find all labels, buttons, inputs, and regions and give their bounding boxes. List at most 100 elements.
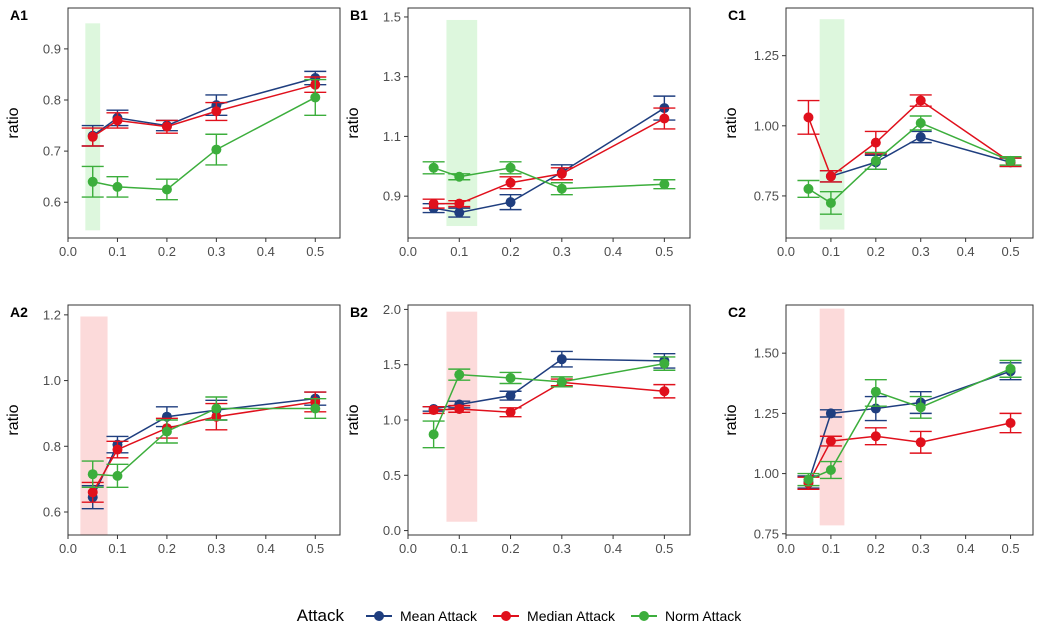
data-point-norm-b2: [659, 358, 670, 369]
data-point-mean-b2: [505, 390, 516, 401]
legend-key-median: [491, 609, 521, 623]
data-point-median-c1: [915, 95, 926, 106]
x-tick-label-c1: 0.0: [777, 244, 795, 259]
x-tick-label-b1: 0.0: [399, 244, 417, 259]
x-tick-label-c1: 0.2: [867, 244, 885, 259]
series-norm-a2: [81, 396, 327, 489]
x-tick-label-c2: 0.4: [957, 541, 975, 556]
y-tick-label-a1: 0.7: [43, 144, 61, 159]
y-tick-label-c1: 1.00: [754, 118, 779, 133]
x-tick-label-b1: 0.3: [553, 244, 571, 259]
data-point-norm-c1: [803, 183, 814, 194]
y-axis-label-a2: ratio: [5, 404, 22, 435]
y-tick-label-a2: 0.6: [43, 505, 61, 520]
panel-b1: B1 0.9 1.1 1.3 1.5 0.0 0.1 0.2 0.3 0.4 0.5 ratio: [345, 7, 691, 259]
x-tick-label-a1: 0.0: [59, 244, 77, 259]
series-line-median-a2: [92, 401, 316, 493]
x-tick-label-b2: 0.1: [450, 541, 468, 556]
data-point-norm-c2: [825, 464, 836, 475]
data-point-median-c1: [870, 137, 881, 148]
data-point-median-b1: [428, 198, 439, 209]
y-tick-label-a1: 0.9: [43, 41, 61, 56]
x-tick-label-b1: 0.4: [604, 244, 622, 259]
x-tick-label-b2: 0.2: [502, 541, 520, 556]
plot-frame-a1: [67, 7, 341, 239]
data-point-mean-c2: [825, 408, 836, 419]
data-point-median-c1: [803, 112, 814, 123]
panel-label-b1: B1: [350, 7, 368, 23]
panel-label-c2: C2: [728, 304, 746, 320]
y-tick-label-c2: 1.25: [754, 406, 779, 421]
data-point-norm-a2: [87, 469, 98, 480]
x-tick-label-a2: 0.3: [207, 541, 225, 556]
x-tick-label-a1: 0.4: [257, 244, 275, 259]
x-tick-label-b2: 0.4: [604, 541, 622, 556]
series-norm-a1: [81, 78, 327, 201]
data-point-norm-c1: [915, 118, 926, 128]
x-tick-label-b1: 0.5: [655, 244, 673, 259]
y-tick-label-c1: 0.75: [754, 188, 779, 203]
figure: A1 0.6 0.7 0.8 0.9 0.0 0.1 0.2 0.3 0.4 0.5 ratio B1 0…: [5, 7, 1034, 556]
data-point-median-c1: [825, 171, 836, 182]
data-point-median-b1: [454, 198, 465, 209]
data-point-norm-b2: [556, 376, 567, 387]
data-point-median-a1: [211, 106, 222, 117]
series-norm-c2: [797, 359, 1022, 487]
data-point-median-a1: [112, 115, 123, 126]
y-tick-label-c1: 1.25: [754, 48, 779, 63]
data-point-norm-a2: [161, 426, 172, 437]
legend-label-norm: Norm Attack: [664, 608, 742, 624]
data-point-median-c2: [825, 436, 836, 447]
data-point-norm-c1: [870, 155, 881, 166]
x-tick-label-b2: 0.5: [655, 541, 673, 556]
data-point-median-c2: [1005, 418, 1016, 429]
data-point-norm-b1: [659, 179, 670, 190]
data-point-norm-a1: [112, 181, 123, 192]
y-tick-label-b1: 1.5: [383, 9, 401, 24]
data-point-median-c2: [915, 437, 926, 448]
y-axis-label-b1: ratio: [345, 107, 362, 138]
data-point-median-a2: [112, 444, 123, 455]
data-point-norm-b1: [454, 171, 465, 182]
data-point-norm-b1: [428, 162, 439, 173]
x-tick-label-b2: 0.3: [553, 541, 571, 556]
legend-key-mean: [364, 609, 394, 623]
series-norm-c1: [797, 115, 1022, 215]
series-norm-b2: [422, 356, 676, 449]
legend-item-median: Median Attack: [491, 608, 615, 624]
data-point-norm-c2: [803, 474, 814, 485]
data-point-median-b2: [454, 403, 465, 414]
y-tick-label-a1: 0.8: [43, 93, 61, 108]
data-point-norm-c2: [1005, 363, 1016, 374]
series-line-norm-a2: [92, 407, 316, 477]
data-point-median-a1: [161, 121, 172, 132]
y-axis-label-a1: ratio: [5, 107, 22, 138]
data-point-mean-b2: [556, 354, 567, 365]
data-point-norm-a1: [211, 144, 222, 155]
legend: Attack Mean Attack Median Attack Norm At…: [0, 600, 1038, 632]
highlight-band-b1: [446, 19, 478, 227]
data-point-median-c2: [870, 431, 881, 442]
data-point-mean-b1: [454, 207, 465, 218]
series-line-mean-c1: [830, 136, 1011, 178]
legend-title: Attack: [296, 606, 344, 625]
data-point-norm-b2: [454, 369, 465, 380]
data-point-median-b2: [428, 405, 439, 416]
data-point-norm-b1: [556, 183, 567, 194]
data-point-norm-c1: [1005, 155, 1016, 166]
x-tick-label-a1: 0.5: [306, 244, 324, 259]
y-tick-label-b1: 1.3: [383, 69, 401, 84]
data-point-median-b1: [505, 177, 516, 188]
series-median-a1: [81, 76, 327, 147]
x-tick-label-a2: 0.0: [59, 541, 77, 556]
x-tick-label-c2: 0.2: [867, 541, 885, 556]
x-tick-label-c1: 0.5: [1002, 244, 1020, 259]
x-tick-label-b1: 0.2: [502, 244, 520, 259]
legend-label-median: Median Attack: [527, 608, 615, 624]
panel-label-a2: A2: [10, 304, 28, 320]
series-mean-c1: [819, 130, 1022, 183]
x-tick-label-c2: 0.0: [777, 541, 795, 556]
data-point-norm-a1: [87, 176, 98, 187]
data-point-mean-c1: [915, 132, 926, 143]
panel-label-b2: B2: [350, 304, 368, 320]
